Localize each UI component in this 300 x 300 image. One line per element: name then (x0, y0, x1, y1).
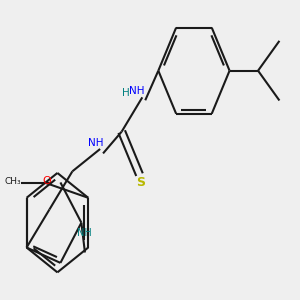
Text: S: S (136, 176, 146, 188)
Text: NH: NH (88, 138, 103, 148)
Text: CH₃: CH₃ (5, 177, 22, 186)
Text: NH: NH (129, 86, 144, 96)
Text: H: H (122, 88, 130, 98)
Text: O: O (43, 176, 51, 186)
Text: NH: NH (77, 228, 92, 238)
